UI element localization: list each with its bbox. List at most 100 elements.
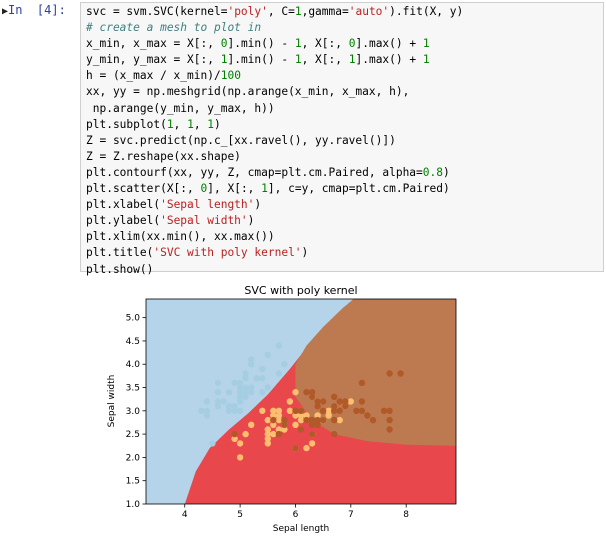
code-text[interactable]: svc = svm.SVC(kernel='poly', C=1,gamma='… (86, 4, 463, 278)
point-series-2 (270, 416, 277, 424)
y-tick-label: 3.5 (126, 384, 140, 394)
point-series-0 (209, 440, 216, 447)
point-series-1 (314, 412, 321, 419)
code-cell[interactable]: ▶In [4]: svc = svm.SVC(kernel='poly', C=… (0, 0, 606, 276)
point-series-1 (297, 416, 305, 424)
y-tick-label: 1.0 (126, 500, 141, 510)
point-series-2 (231, 430, 238, 438)
point-series-2 (331, 430, 338, 438)
chart-title: SVC with poly kernel (244, 284, 357, 297)
point-series-1 (236, 454, 244, 461)
y-tick-label: 4.5 (126, 337, 140, 347)
point-series-0 (248, 384, 255, 391)
point-series-1 (236, 440, 244, 447)
code-line: plt.show() (86, 262, 154, 276)
point-series-0 (214, 398, 222, 405)
point-series-2 (336, 398, 343, 405)
code-line: Z = svc.predict(np.c_[xx.ravel(), yy.rav… (86, 133, 396, 147)
point-series-2 (380, 407, 388, 414)
region-blue (146, 299, 354, 504)
point-series-2 (314, 403, 321, 410)
point-series-2 (275, 430, 283, 438)
point-series-1 (270, 412, 277, 419)
point-series-2 (358, 407, 366, 414)
code-line: plt.xlabel('Sepal length') (86, 198, 262, 212)
y-axis-label: Sepal width (107, 375, 117, 428)
point-series-0 (264, 351, 271, 359)
point-series-0 (236, 379, 244, 387)
point-series-1 (248, 421, 255, 428)
code-line: plt.title('SVC with poly kernel') (86, 246, 309, 260)
point-series-0 (203, 398, 211, 405)
point-series-0 (259, 375, 266, 382)
point-series-2 (358, 398, 366, 405)
point-series-0 (236, 407, 244, 414)
point-series-2 (281, 421, 288, 428)
point-series-1 (264, 435, 271, 442)
point-series-1 (303, 444, 310, 452)
code-line: plt.contourf(xx, yy, Z, cmap=plt.cm.Pair… (86, 165, 450, 179)
point-series-0 (231, 403, 238, 410)
point-series-2 (364, 412, 371, 419)
point-series-0 (220, 398, 227, 405)
y-axis: 1.0 1.5 2.0 2.5 3.0 3.5 4.0 4.5 5.0 (126, 314, 146, 510)
point-series-2 (292, 407, 299, 414)
point-series-1 (297, 412, 305, 419)
code-line: Z = Z.reshape(xx.shape) (86, 149, 241, 163)
x-axis-label: Sepal length (273, 524, 330, 534)
point-series-1 (308, 440, 316, 447)
point-series-0 (231, 379, 238, 387)
point-series-2 (386, 370, 393, 377)
scatter-points (198, 342, 404, 461)
point-series-0 (242, 393, 249, 400)
y-tick-label: 3.0 (126, 407, 141, 417)
y-tick-label: 5.0 (126, 314, 141, 324)
point-series-1 (292, 421, 299, 428)
point-series-2 (386, 407, 393, 414)
point-series-0 (275, 370, 283, 377)
code-line: # create a mesh to plot in (86, 21, 262, 35)
point-series-2 (386, 426, 393, 433)
x-tick-label: 6 (293, 510, 299, 520)
point-series-1 (325, 407, 332, 414)
point-series-2 (303, 389, 310, 396)
point-series-2 (319, 416, 327, 424)
point-series-1 (281, 426, 288, 433)
point-series-0 (264, 384, 271, 391)
point-series-2 (342, 403, 349, 410)
decision-regions (146, 299, 456, 504)
point-series-2 (319, 398, 327, 405)
code-editor[interactable]: svc = svm.SVC(kernel='poly', C=1,gamma='… (80, 2, 604, 276)
point-series-0 (214, 379, 222, 387)
point-series-0 (225, 403, 233, 410)
point-series-2 (331, 403, 338, 410)
point-series-1 (264, 426, 271, 433)
point-series-0 (198, 407, 205, 414)
point-series-2 (369, 416, 377, 424)
run-icon[interactable]: ▶ (2, 6, 9, 17)
point-series-1 (231, 435, 238, 442)
point-series-2 (297, 426, 305, 433)
axes-frame (145, 298, 457, 505)
point-series-1 (347, 398, 354, 405)
point-series-1 (264, 416, 271, 424)
point-series-0 (253, 375, 260, 382)
point-series-0 (259, 365, 266, 373)
point-series-2 (331, 416, 338, 424)
point-series-2 (314, 421, 321, 428)
point-series-2 (331, 393, 338, 400)
cell-prompt: ▶In [4]: (2, 3, 66, 17)
prompt-label: In [4]: (8, 3, 66, 17)
point-series-1 (275, 426, 283, 433)
code-line: x_min, x_max = X[:, 0].min() - 1, X[:, 0… (86, 37, 430, 51)
point-series-0 (214, 403, 222, 410)
point-series-2 (358, 379, 366, 387)
point-series-2 (319, 407, 327, 414)
x-tick-label: 7 (348, 510, 354, 520)
point-series-0 (242, 384, 249, 391)
x-tick-label: 8 (403, 510, 409, 520)
code-line: xx, yy = np.meshgrid(np.arange(x_min, x_… (86, 85, 410, 99)
x-tick-label: 5 (237, 510, 243, 520)
point-series-0 (203, 407, 211, 414)
y-tick-label: 2.0 (126, 453, 141, 463)
